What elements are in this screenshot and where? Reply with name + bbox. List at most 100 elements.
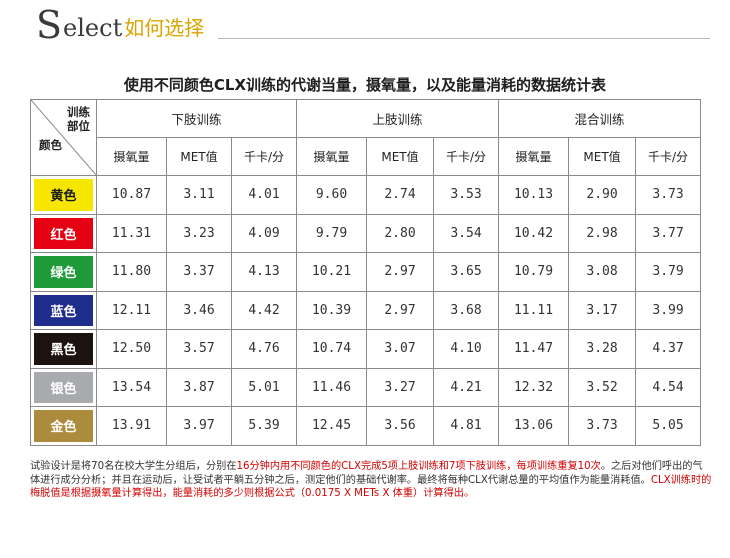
corner-header: 训练 部位 颜色 — [30, 99, 97, 176]
value-cell: 3.97 — [166, 406, 232, 446]
value-cell: 11.11 — [498, 290, 570, 330]
value-cell: 4.81 — [433, 406, 500, 446]
corner-bottom-label: 颜色 — [39, 138, 62, 152]
value-cell: 9.60 — [296, 175, 368, 215]
value-cell: 3.79 — [635, 252, 702, 292]
data-table: 训练 部位 颜色 下肢训练 上肢训练 混合训练 摄氧量 MET值 千卡/分 摄氧… — [30, 99, 702, 446]
value-cell: 13.06 — [498, 406, 570, 446]
header-rule — [218, 38, 710, 39]
subheader-cell: 摄氧量 — [296, 137, 368, 176]
value-cell: 10.87 — [96, 175, 167, 215]
value-cell: 11.80 — [96, 252, 167, 292]
value-cell: 3.73 — [635, 175, 702, 215]
footnote-part: 。之后对他们呼出的气体进行成分分析；并且在运动后，让受试者平躺五分钟之后，测定他… — [30, 461, 703, 486]
table-row: 蓝色 12.11 3.46 4.42 10.39 2.97 3.68 11.11 3.17 3.9… — [30, 290, 702, 330]
value-cell: 2.80 — [366, 213, 435, 253]
value-cell: 4.01 — [230, 175, 298, 215]
value-cell: 10.39 — [296, 290, 368, 330]
table-row: 黑色 12.50 3.57 4.76 10.74 3.07 4.10 11.47 3.28 4.3… — [30, 329, 702, 369]
value-cell: 11.47 — [498, 329, 570, 369]
group-header: 混合训练 — [498, 99, 702, 138]
value-cell: 3.68 — [433, 290, 500, 330]
subheader-cell: MET值 — [166, 137, 232, 176]
value-cell: 5.05 — [635, 406, 702, 446]
color-cell: 黄色 — [30, 175, 97, 215]
value-cell: 2.90 — [568, 175, 637, 215]
subheader-cell: 摄氧量 — [498, 137, 570, 176]
value-cell: 13.54 — [96, 367, 167, 407]
value-cell: 3.17 — [568, 290, 637, 330]
value-cell: 3.11 — [166, 175, 232, 215]
footnote-part: 试验设计是将70名在校大学生分组后，分别在 — [30, 461, 237, 472]
value-cell: 2.97 — [366, 252, 435, 292]
value-cell: 4.10 — [433, 329, 500, 369]
header-word: elect — [63, 14, 123, 42]
value-cell: 3.73 — [568, 406, 637, 446]
color-cell: 红色 — [30, 213, 97, 253]
value-cell: 12.45 — [296, 406, 368, 446]
color-cell: 绿色 — [30, 252, 97, 292]
value-cell: 13.91 — [96, 406, 167, 446]
value-cell: 3.28 — [568, 329, 637, 369]
value-cell: 10.79 — [498, 252, 570, 292]
header-cn: 如何选择 — [124, 16, 205, 40]
footnote: 试验设计是将70名在校大学生分组后，分别在16分钟内用不同颜色的CLX完成5项上… — [30, 460, 712, 501]
subheader-cell: 摄氧量 — [96, 137, 167, 176]
value-cell: 4.54 — [635, 367, 702, 407]
section-header: S elect 如何选择 — [36, 4, 204, 44]
subheader-cell: 千卡/分 — [433, 137, 500, 176]
corner-top-label: 训练 部位 — [67, 105, 90, 133]
value-cell: 3.53 — [433, 175, 500, 215]
subheader-row: 摄氧量 MET值 千卡/分 摄氧量 MET值 千卡/分 摄氧量 MET值 千卡/… — [31, 137, 702, 176]
color-swatch: 黄色 — [34, 179, 93, 211]
value-cell: 11.46 — [296, 367, 368, 407]
value-cell: 12.50 — [96, 329, 167, 369]
table-row: 银色 13.54 3.87 5.01 11.46 3.27 4.21 12.32 3.52 4.5… — [30, 367, 702, 407]
value-cell: 3.37 — [166, 252, 232, 292]
color-cell: 蓝色 — [30, 290, 97, 330]
value-cell: 10.21 — [296, 252, 368, 292]
value-cell: 3.07 — [366, 329, 435, 369]
value-cell: 3.27 — [366, 367, 435, 407]
value-cell: 5.39 — [230, 406, 298, 446]
value-cell: 3.23 — [166, 213, 232, 253]
value-cell: 10.42 — [498, 213, 570, 253]
table-row: 绿色 11.80 3.37 4.13 10.21 2.97 3.65 10.79 3.08 3.7… — [30, 252, 702, 292]
footnote-highlight: 16分钟内用不同颜色的CLX完成5项上肢训练和7项下肢训练，每项训练重复10次 — [236, 461, 601, 472]
value-cell: 2.74 — [366, 175, 435, 215]
color-swatch: 红色 — [34, 217, 93, 249]
diagonal-line — [31, 100, 97, 176]
color-swatch: 银色 — [34, 371, 93, 403]
table-row: 黄色 10.87 3.11 4.01 9.60 2.74 3.53 10.13 2.90 3.73 — [30, 175, 702, 215]
color-swatch: 金色 — [34, 410, 93, 442]
value-cell: 3.57 — [166, 329, 232, 369]
color-cell: 黑色 — [30, 329, 97, 369]
table-row: 红色 11.31 3.23 4.09 9.79 2.80 3.54 10.42 2.98 3.77 — [30, 213, 702, 253]
table-row: 金色 13.91 3.97 5.39 12.45 3.56 4.81 13.06 3.73 5.0… — [30, 406, 702, 446]
color-cell: 银色 — [30, 367, 97, 407]
table-title: 使用不同颜色CLX训练的代谢当量，摄氧量，以及能量消耗的数据统计表 — [123, 76, 607, 94]
value-cell: 12.11 — [96, 290, 167, 330]
header-initial: S — [36, 3, 63, 47]
value-cell: 3.08 — [568, 252, 637, 292]
subheader-cell: MET值 — [568, 137, 637, 176]
value-cell: 3.54 — [433, 213, 500, 253]
value-cell: 10.13 — [498, 175, 570, 215]
group-header: 上肢训练 — [296, 99, 500, 138]
color-swatch: 绿色 — [34, 256, 93, 288]
value-cell: 2.98 — [568, 213, 637, 253]
value-cell: 4.76 — [230, 329, 298, 369]
subheader-cell: 千卡/分 — [635, 137, 702, 176]
value-cell: 4.42 — [230, 290, 298, 330]
value-cell: 4.37 — [635, 329, 702, 369]
subheader-cell: MET值 — [366, 137, 435, 176]
value-cell: 3.77 — [635, 213, 702, 253]
value-cell: 9.79 — [296, 213, 368, 253]
color-cell: 金色 — [30, 406, 97, 446]
value-cell: 4.09 — [230, 213, 298, 253]
value-cell: 4.21 — [433, 367, 500, 407]
value-cell: 11.31 — [96, 213, 167, 253]
value-cell: 2.97 — [366, 290, 435, 330]
value-cell: 3.87 — [166, 367, 232, 407]
value-cell: 12.32 — [498, 367, 570, 407]
